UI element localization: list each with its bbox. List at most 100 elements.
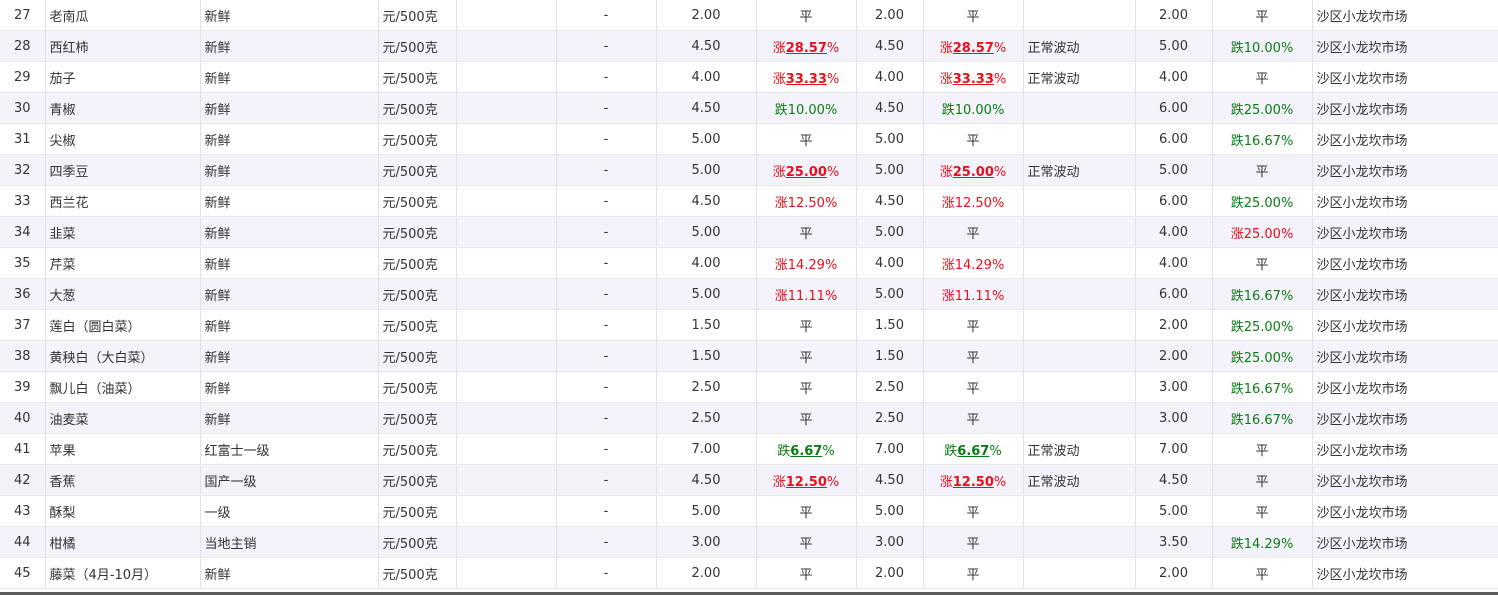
product-grade: 新鲜 bbox=[200, 185, 379, 217]
change-percent: 25.00 bbox=[1243, 226, 1281, 242]
market-name: 沙区小龙坎市场 bbox=[1312, 247, 1498, 279]
change-vs-prev-month: 跌25.00% bbox=[1212, 92, 1313, 124]
price-unit: 元/500克 bbox=[378, 278, 457, 310]
change-direction: 跌 bbox=[1230, 40, 1244, 56]
change-vs-prev-week: 平 bbox=[923, 371, 1024, 403]
extra-cell bbox=[456, 30, 557, 62]
prev-month-price: 6.00 bbox=[1135, 92, 1213, 124]
table-row: 40 油麦菜 新鲜 元/500克 -2.50 平 2.50 平 3.00 跌16.67% 沙区小龙坎… bbox=[0, 402, 1498, 434]
change-percent: 33.33 bbox=[952, 71, 994, 87]
change-vs-prev-day: 平 bbox=[756, 0, 857, 31]
extra-cell bbox=[456, 464, 557, 496]
fluctuation-note bbox=[1023, 0, 1136, 31]
market-name: 沙区小龙坎市场 bbox=[1312, 30, 1498, 62]
change-indicator: 涨14.29% bbox=[942, 258, 1005, 273]
placeholder-dash: - bbox=[556, 154, 657, 186]
change-direction: 跌 bbox=[1230, 381, 1244, 397]
placeholder-dash: - bbox=[556, 464, 657, 496]
price-unit: 元/500克 bbox=[378, 61, 457, 93]
prev-month-price: 3.50 bbox=[1135, 526, 1213, 558]
change-percent: 12.50 bbox=[787, 195, 825, 211]
market-name: 沙区小龙坎市场 bbox=[1312, 123, 1498, 155]
percent-sign: % bbox=[1280, 226, 1294, 242]
change-indicator: 平 bbox=[799, 134, 812, 149]
change-indicator: 涨11.11% bbox=[775, 289, 838, 304]
change-indicator: 涨25.00% bbox=[773, 165, 840, 180]
change-direction: 平 bbox=[1255, 567, 1269, 583]
row-number: 39 bbox=[0, 371, 46, 403]
change-vs-prev-day: 平 bbox=[756, 526, 857, 558]
change-vs-prev-month: 跌14.29% bbox=[1212, 526, 1313, 558]
product-name: 酥梨 bbox=[45, 495, 201, 527]
change-percent: 25.00 bbox=[1243, 350, 1281, 366]
prev-month-price: 4.50 bbox=[1135, 464, 1213, 496]
change-direction: 平 bbox=[799, 412, 813, 428]
change-percent: 28.57 bbox=[785, 40, 827, 56]
change-vs-prev-week: 涨12.50% bbox=[923, 464, 1024, 496]
market-name: 沙区小龙坎市场 bbox=[1312, 464, 1498, 496]
extra-cell bbox=[456, 309, 557, 341]
row-number: 37 bbox=[0, 309, 46, 341]
change-indicator: 跌6.67% bbox=[944, 444, 1001, 459]
price-unit: 元/500克 bbox=[378, 495, 457, 527]
market-name: 沙区小龙坎市场 bbox=[1312, 433, 1498, 465]
change-indicator: 平 bbox=[799, 506, 812, 521]
fluctuation-note bbox=[1023, 216, 1136, 248]
prev-week-price: 2.00 bbox=[856, 557, 924, 589]
table-row: 27 老南瓜 新鲜 元/500克 -2.00 平 2.00 平 2.00 平沙区小龙坎市场 bbox=[0, 0, 1498, 31]
price-unit: 元/500克 bbox=[378, 371, 457, 403]
table-row: 29 茄子 新鲜 元/500克 -4.00 涨33.33% 4.00 涨33.33% 正常波动 4… bbox=[0, 61, 1498, 93]
product-grade: 新鲜 bbox=[200, 92, 379, 124]
change-vs-prev-day: 涨12.50% bbox=[756, 185, 857, 217]
row-number: 27 bbox=[0, 0, 46, 31]
product-grade: 国产一级 bbox=[200, 464, 379, 496]
prev-month-price: 5.00 bbox=[1135, 495, 1213, 527]
row-number: 33 bbox=[0, 185, 46, 217]
percent-sign: % bbox=[824, 288, 838, 304]
change-direction: 平 bbox=[799, 350, 813, 366]
change-indicator: 涨25.00% bbox=[1231, 227, 1294, 242]
percent-sign: % bbox=[826, 164, 840, 180]
market-name: 沙区小龙坎市场 bbox=[1312, 309, 1498, 341]
fluctuation-note bbox=[1023, 371, 1136, 403]
change-direction: 跌 bbox=[941, 102, 955, 118]
row-number: 40 bbox=[0, 402, 46, 434]
change-direction: 平 bbox=[799, 9, 813, 25]
product-name: 老南瓜 bbox=[45, 0, 201, 31]
current-price: 5.00 bbox=[656, 123, 757, 155]
change-indicator: 涨28.57% bbox=[773, 41, 840, 56]
horizontal-scrollbar[interactable] bbox=[0, 592, 1498, 595]
product-grade: 新鲜 bbox=[200, 402, 379, 434]
product-grade: 新鲜 bbox=[200, 340, 379, 372]
change-direction: 平 bbox=[799, 381, 813, 397]
change-indicator: 平 bbox=[966, 413, 979, 428]
change-direction: 跌 bbox=[1230, 350, 1244, 366]
product-grade: 新鲜 bbox=[200, 154, 379, 186]
product-grade: 新鲜 bbox=[200, 557, 379, 589]
product-grade: 新鲜 bbox=[200, 371, 379, 403]
percent-sign: % bbox=[993, 474, 1007, 490]
product-grade: 一级 bbox=[200, 495, 379, 527]
row-number: 36 bbox=[0, 278, 46, 310]
change-direction: 跌 bbox=[1230, 319, 1244, 335]
prev-week-price: 5.00 bbox=[856, 216, 924, 248]
extra-cell bbox=[456, 433, 557, 465]
market-name: 沙区小龙坎市场 bbox=[1312, 61, 1498, 93]
prev-month-price: 2.00 bbox=[1135, 0, 1213, 31]
change-vs-prev-week: 涨11.11% bbox=[923, 278, 1024, 310]
change-indicator: 跌10.00% bbox=[942, 103, 1005, 118]
change-vs-prev-day: 涨25.00% bbox=[756, 154, 857, 186]
fluctuation-note: 正常波动 bbox=[1023, 154, 1136, 186]
current-price: 4.00 bbox=[656, 61, 757, 93]
product-name: 飘儿白（油菜） bbox=[45, 371, 201, 403]
change-direction: 涨 bbox=[939, 71, 953, 87]
market-name: 沙区小龙坎市场 bbox=[1312, 278, 1498, 310]
change-indicator: 跌6.67% bbox=[777, 444, 834, 459]
change-direction: 平 bbox=[1255, 474, 1269, 490]
change-indicator: 平 bbox=[966, 537, 979, 552]
market-name: 沙区小龙坎市场 bbox=[1312, 557, 1498, 589]
change-vs-prev-day: 平 bbox=[756, 557, 857, 589]
fluctuation-note bbox=[1023, 247, 1136, 279]
prev-month-price: 2.00 bbox=[1135, 340, 1213, 372]
